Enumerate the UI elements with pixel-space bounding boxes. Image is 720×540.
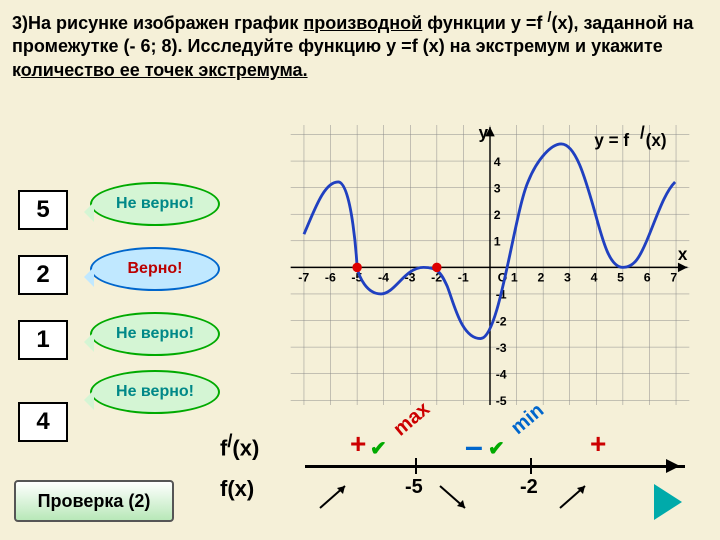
check-icon: ✔ [488, 436, 505, 461]
svg-text:1: 1 [511, 271, 518, 285]
svg-text:x: x [678, 245, 688, 264]
svg-text:/: / [640, 125, 645, 142]
check-button[interactable]: Проверка (2) [14, 480, 174, 522]
svg-text:-5: -5 [496, 394, 507, 405]
correct-bubble: Верно! [90, 247, 220, 291]
wrong-bubble: Не верно! [90, 182, 220, 226]
number-line [305, 465, 685, 468]
arrow-up-icon [555, 478, 595, 513]
sign-plus: + [590, 428, 606, 460]
wrong-bubble: Не верно! [90, 370, 220, 414]
svg-text:5: 5 [617, 271, 624, 285]
tick-label: -2 [520, 476, 538, 499]
svg-text:-1: -1 [458, 271, 469, 285]
next-button[interactable] [654, 484, 700, 520]
svg-text:3: 3 [564, 271, 571, 285]
tick [415, 458, 417, 474]
fprime-label: f/(x) [220, 430, 259, 461]
svg-text:2: 2 [494, 208, 501, 222]
svg-text:y: y [479, 125, 489, 142]
min-label: min [507, 399, 549, 439]
answer-option-1[interactable]: 1 [18, 320, 68, 360]
tick-label: -5 [405, 476, 423, 499]
arrow-up-icon [315, 478, 355, 513]
svg-text:4: 4 [494, 155, 501, 169]
question-text: 3)На рисунке изображен график производно… [12, 8, 708, 82]
svg-text:1: 1 [494, 235, 501, 249]
svg-text:-4: -4 [378, 271, 389, 285]
svg-text:-3: -3 [496, 341, 507, 355]
tick [530, 458, 532, 474]
sign-minus: – [465, 428, 483, 465]
svg-text:2: 2 [537, 271, 544, 285]
svg-text:7: 7 [670, 271, 677, 285]
answer-option-2[interactable]: 2 [18, 255, 68, 295]
check-icon: ✔ [370, 436, 387, 461]
svg-text:y = f: y = f [594, 131, 629, 150]
wrong-bubble: Не верно! [90, 312, 220, 356]
sign-plus: + [350, 428, 366, 460]
svg-text:4: 4 [591, 271, 598, 285]
f-label: f(x) [220, 476, 254, 502]
svg-text:6: 6 [644, 271, 651, 285]
arrow-down-icon [435, 478, 475, 513]
graph-plot: -7-6-5-4-3-2-112345671234-1-2-3-4-5Oyxy … [280, 125, 700, 405]
svg-text:-6: -6 [325, 271, 336, 285]
svg-text:-4: -4 [496, 367, 507, 381]
answer-option-5[interactable]: 5 [18, 190, 68, 230]
answer-option-4[interactable]: 4 [18, 402, 68, 442]
svg-text:(x): (x) [646, 131, 667, 150]
svg-text:-7: -7 [298, 271, 309, 285]
svg-text:-2: -2 [496, 314, 507, 328]
svg-text:3: 3 [494, 181, 501, 195]
